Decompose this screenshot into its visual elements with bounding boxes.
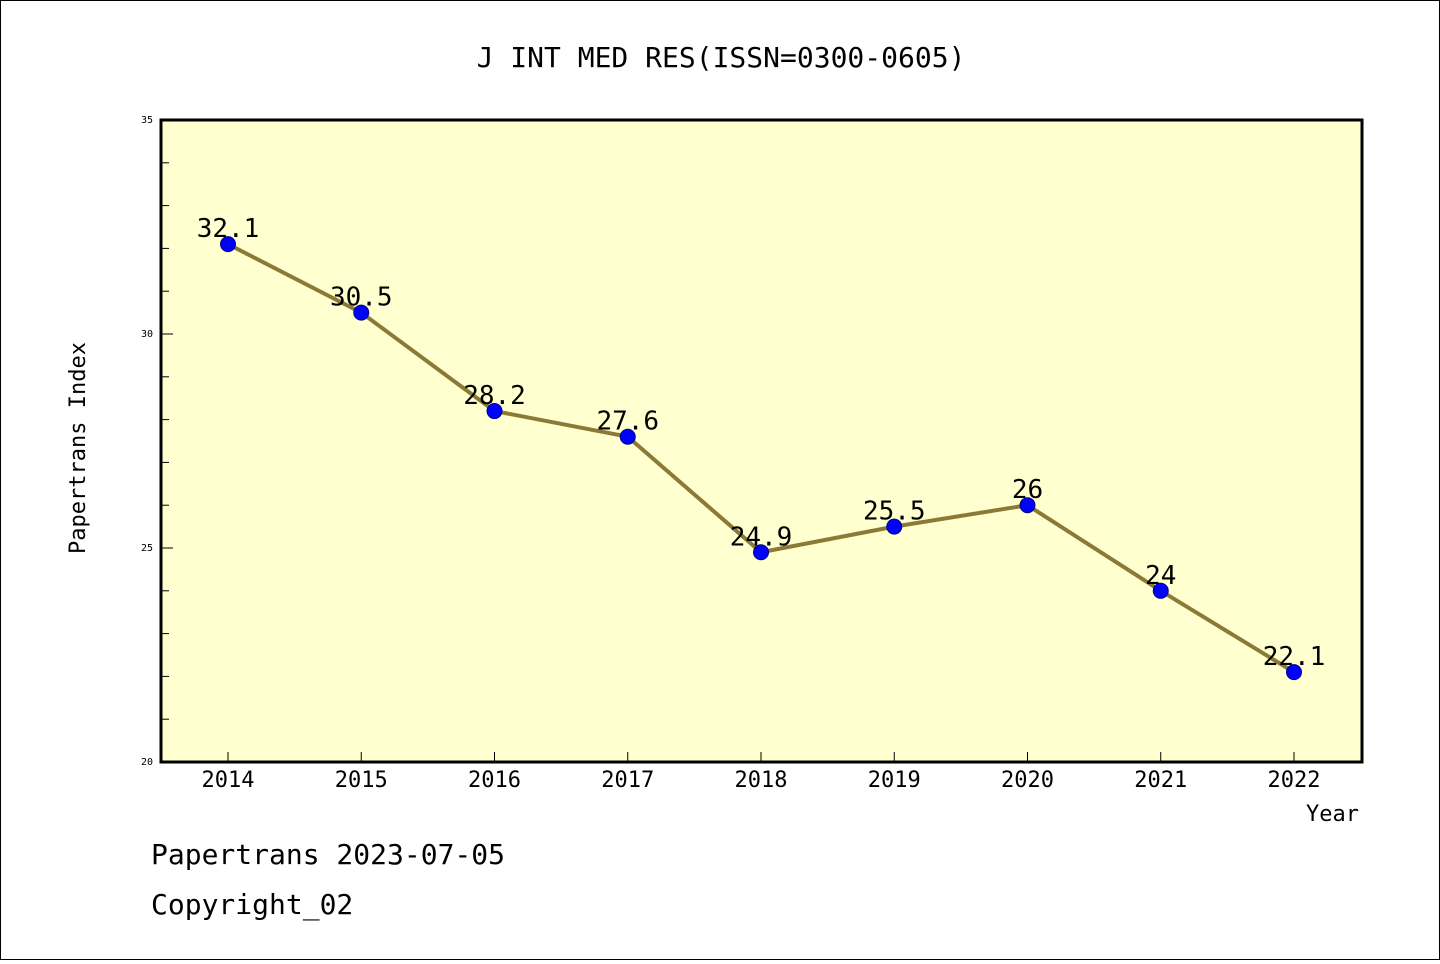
x-tick-label: 2019: [868, 768, 921, 793]
data-point-marker: [753, 544, 769, 561]
x-tick-label: 2015: [335, 768, 388, 793]
x-tick-label: 2014: [202, 768, 255, 793]
data-label: 26: [1012, 475, 1043, 505]
y-axis-label: Papertrans Index: [66, 342, 91, 554]
y-tick-label: 30: [141, 329, 153, 340]
y-tick-label: 20: [141, 757, 153, 768]
y-tick-label: 25: [141, 543, 153, 554]
footer-date: Papertrans 2023-07-05: [151, 838, 505, 871]
footer-copyright: Copyright_02: [151, 888, 353, 922]
data-point-marker: [353, 304, 370, 321]
x-axis-label: Year: [1306, 802, 1359, 827]
y-axis-ticks: 20 25 30 35: [141, 115, 173, 768]
data-labels: 32.1 30.5 28.2 27.6 24.9 25.5 26 24 22.1: [197, 214, 1326, 672]
x-axis-ticks: 2014 2015 2016 2017 2018 2019 2020 2021 2022: [202, 752, 1321, 793]
y-tick-label: 35: [141, 115, 153, 126]
data-point-marker: [1152, 582, 1169, 599]
series-markers: [220, 236, 1302, 681]
data-label: 28.2: [463, 381, 526, 411]
x-tick-label: 2020: [1001, 768, 1054, 793]
data-label: 24: [1145, 561, 1176, 591]
data-label: 22.1: [1263, 642, 1326, 672]
data-label: 25.5: [863, 497, 926, 527]
data-label: 32.1: [197, 214, 260, 244]
x-tick-label: 2018: [735, 768, 788, 793]
x-tick-label: 2022: [1268, 768, 1321, 793]
x-tick-label: 2017: [601, 768, 654, 793]
data-point-marker: [220, 236, 236, 253]
data-label: 30.5: [330, 283, 393, 313]
data-point-marker: [1286, 664, 1302, 681]
data-point-marker: [619, 428, 636, 445]
plot-area: [159, 118, 1364, 764]
x-tick-label: 2021: [1134, 768, 1187, 793]
chart-title: J INT MED RES(ISSN=0300-0605): [477, 41, 966, 74]
data-point-marker: [1019, 497, 1036, 514]
data-point-marker: [486, 403, 503, 420]
data-label: 27.6: [596, 407, 659, 437]
data-point-marker: [886, 518, 903, 535]
data-label: 24.9: [730, 522, 793, 552]
x-tick-label: 2016: [468, 768, 521, 793]
